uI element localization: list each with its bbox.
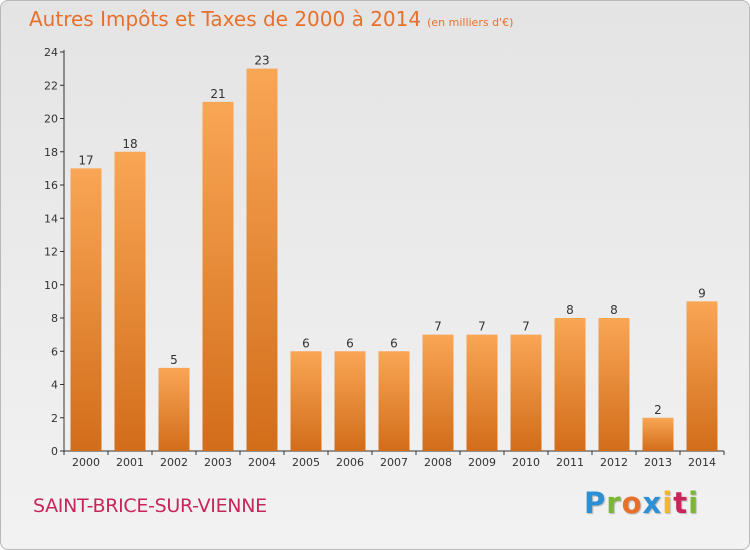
x-tick-label: 2010 — [512, 456, 540, 469]
x-tick-label: 2009 — [468, 456, 496, 469]
y-tick-label: 8 — [51, 312, 58, 325]
bar — [554, 318, 586, 451]
x-tick-label: 2014 — [688, 456, 716, 469]
x-tick-label: 2008 — [424, 456, 452, 469]
data-label: 6 — [302, 336, 310, 350]
data-label: 23 — [254, 54, 269, 68]
logo-letter: t — [673, 486, 689, 520]
bar — [202, 101, 234, 451]
bar — [114, 151, 146, 451]
data-label: 9 — [698, 286, 706, 300]
logo-letter: i — [688, 486, 700, 520]
x-tick-label: 2002 — [160, 456, 188, 469]
logo-letter: P — [584, 486, 607, 520]
bar — [290, 351, 322, 451]
data-label: 18 — [122, 137, 137, 151]
data-label: 7 — [434, 320, 442, 334]
y-tick-label: 20 — [44, 113, 58, 126]
y-tick-label: 10 — [44, 279, 58, 292]
data-label: 7 — [522, 320, 530, 334]
y-tick-label: 6 — [51, 345, 58, 358]
chart-title-text: Autres Impôts et Taxes de 2000 à 2014 — [29, 7, 422, 31]
bar — [466, 334, 498, 451]
data-label: 5 — [170, 353, 178, 367]
x-tick-label: 2011 — [556, 456, 584, 469]
bar — [422, 334, 454, 451]
bar — [510, 334, 542, 451]
x-tick-label: 2001 — [116, 456, 144, 469]
chart-unit: (en milliers d'€) — [427, 16, 514, 29]
bars — [70, 68, 718, 451]
y-tick-label: 18 — [44, 146, 58, 159]
data-labels: 17 18 5 21 23 6 6 6 7 7 7 8 8 2 9 — [78, 54, 705, 417]
x-tick-label: 2007 — [380, 456, 408, 469]
logo-letter: r — [606, 486, 622, 520]
chart-title: Autres Impôts et Taxes de 2000 à 2014 (en… — [29, 7, 513, 31]
logo-letter: i — [662, 486, 674, 520]
bar — [598, 318, 630, 451]
x-tick-label: 2012 — [600, 456, 628, 469]
x-tick-label: 2005 — [292, 456, 320, 469]
y-tick-label: 12 — [44, 246, 58, 259]
data-label: 2 — [654, 403, 662, 417]
y-tick-label: 14 — [44, 212, 58, 225]
y-tick-label: 24 — [44, 46, 58, 59]
bar — [246, 68, 278, 451]
data-label: 6 — [390, 336, 398, 350]
bar — [642, 417, 674, 451]
bar — [158, 367, 190, 451]
y-tick-label: 2 — [51, 412, 58, 425]
x-axis: 2000 2001 2002 2003 2004 2005 2006 2007 2008 2009… — [63, 450, 725, 469]
data-label: 17 — [78, 153, 93, 167]
bar — [686, 301, 718, 451]
data-label: 6 — [346, 336, 354, 350]
proxiti-logo[interactable]: Proxiti — [584, 486, 699, 520]
x-tick-label: 2013 — [644, 456, 672, 469]
data-label: 21 — [210, 87, 225, 101]
x-tick-label: 2003 — [204, 456, 232, 469]
bar — [70, 168, 102, 451]
y-tick-label: 22 — [44, 79, 58, 92]
bar — [334, 351, 366, 451]
y-tick-label: 4 — [51, 379, 58, 392]
y-tick-label: 0 — [51, 445, 58, 458]
bar — [378, 351, 410, 451]
x-tick-label: 2004 — [248, 456, 276, 469]
logo-letter: o — [621, 486, 643, 520]
y-tick-label: 16 — [44, 179, 58, 192]
x-tick-label: 2006 — [336, 456, 364, 469]
data-label: 8 — [610, 303, 618, 317]
data-label: 7 — [478, 320, 486, 334]
x-tick-label: 2000 — [72, 456, 100, 469]
commune-name: SAINT-BRICE-SUR-VIENNE — [33, 495, 267, 517]
data-label: 8 — [566, 303, 574, 317]
logo-letter: x — [642, 486, 663, 520]
